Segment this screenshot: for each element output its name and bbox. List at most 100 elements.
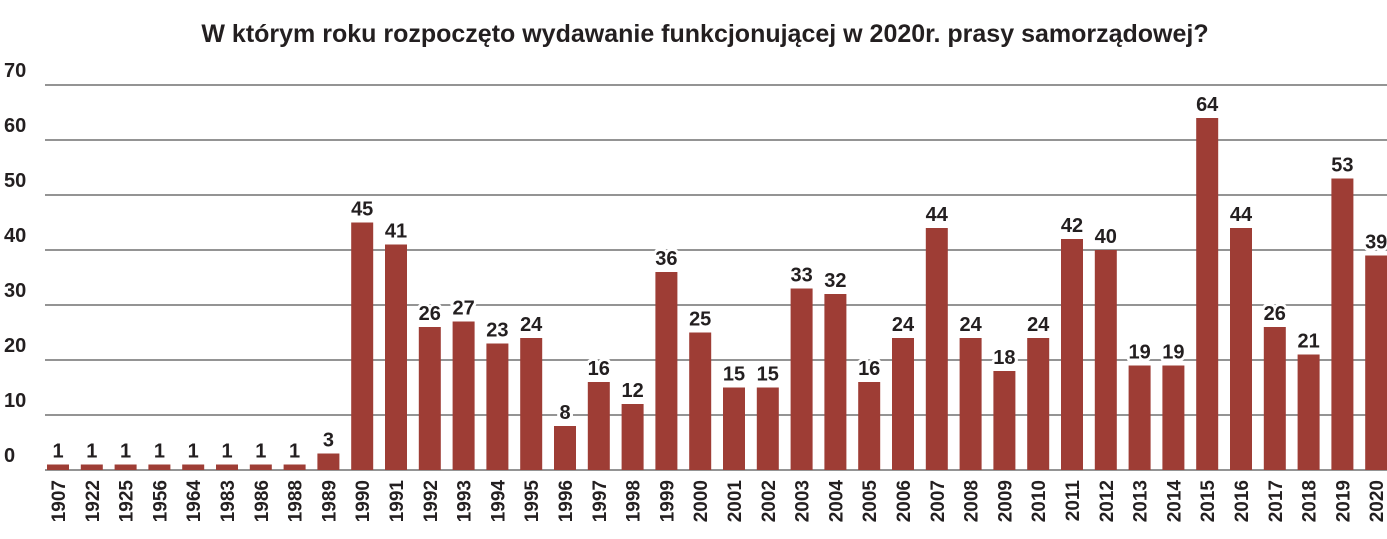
value-label: 1 [255,441,266,463]
y-tick-label: 10 [4,390,26,412]
value-label: 44 [1230,204,1253,226]
bar [1331,178,1354,470]
x-tick-label: 1922 [83,480,104,522]
value-label: 27 [452,298,474,320]
x-tick-label: 2011 [1063,480,1084,522]
x-tick-label: 1994 [488,480,509,523]
bar [925,228,948,470]
value-label: 32 [824,270,846,292]
x-tick-label: 1986 [252,480,273,522]
x-tick-label: 1964 [184,480,205,523]
value-label: 15 [757,364,779,386]
value-label: 16 [588,358,610,380]
x-tick-label: 2014 [1164,480,1185,523]
value-label: 3 [323,430,334,452]
bar [655,272,678,470]
bar [790,288,813,470]
x-tick-label: 2003 [793,480,814,522]
bar [587,382,610,470]
bar [452,321,475,470]
x-tick-label: 2006 [894,480,915,522]
bar [520,338,543,470]
bar [351,222,374,470]
value-label: 42 [1061,215,1083,237]
x-tick-label: 2010 [1029,480,1050,522]
value-label: 19 [1128,342,1150,364]
value-label: 36 [655,248,677,270]
value-label: 64 [1196,94,1219,116]
value-label: 1 [188,441,199,463]
value-label: 16 [858,358,880,380]
bar [1365,255,1387,470]
x-tick-label: 2020 [1367,480,1387,522]
bar [554,426,576,470]
value-label: 24 [1027,314,1050,336]
bar [993,371,1016,470]
bar [249,464,272,470]
value-label: 24 [959,314,982,336]
x-tick-label: 1991 [387,480,408,523]
x-tick-label: 1983 [218,480,239,522]
x-tick-label: 2000 [691,480,712,522]
value-label: 19 [1162,342,1184,364]
bar [1196,118,1219,470]
value-label: 53 [1331,155,1353,177]
y-tick-label: 20 [4,335,26,357]
value-label: 15 [723,364,745,386]
bar [114,464,137,470]
x-tick-label: 2001 [725,480,746,523]
value-label: 45 [351,199,373,221]
bar [1297,354,1320,470]
y-tick-label: 0 [4,445,15,467]
x-tick-label: 1999 [657,480,678,522]
x-tick-label: 1996 [556,480,577,522]
bar [858,382,881,470]
x-tick-label: 1992 [421,480,442,522]
x-tick-label: 2004 [826,480,847,523]
value-label: 1 [120,441,131,463]
value-label: 26 [1264,303,1286,325]
value-label: 8 [559,402,570,424]
x-tick-label: 1988 [286,480,307,522]
bar [80,464,103,470]
bar [1094,250,1117,470]
x-tick-label: 1956 [150,480,171,522]
value-label: 1 [221,441,232,463]
bar [1061,239,1083,470]
y-tick-label: 70 [4,60,26,82]
value-label: 41 [385,221,407,243]
y-tick-label: 30 [4,280,26,302]
value-label: 12 [621,380,643,402]
value-label: 26 [419,303,441,325]
x-tick-label: 1997 [590,480,611,522]
bar [1263,327,1286,470]
bar [216,464,238,470]
y-tick-label: 60 [4,115,26,137]
x-tick-label: 1989 [319,480,340,522]
x-tick-label: 2005 [860,480,881,523]
x-tick-label: 2016 [1232,480,1253,522]
x-tick-label: 2007 [928,480,949,522]
x-tick-label: 1993 [455,480,476,522]
x-tick-label: 2019 [1333,480,1354,522]
bar [486,343,509,470]
bar [283,464,306,470]
value-label: 23 [486,320,508,342]
chart-title: W którym roku rozpoczęto wydawanie funkc… [201,20,1208,48]
x-tick-label: 1925 [117,480,138,523]
bar [756,387,779,470]
bar [959,338,982,470]
value-label: 44 [926,204,949,226]
y-tick-label: 50 [4,170,26,192]
value-label: 25 [689,309,711,331]
bar [1162,365,1185,470]
bar [1128,365,1151,470]
bar [47,464,69,470]
x-tick-label: 2012 [1097,480,1118,522]
bar [418,327,441,470]
x-tick-label: 2008 [962,480,983,522]
bar [1230,228,1252,470]
value-label: 1 [86,441,97,463]
value-label: 39 [1365,232,1387,254]
